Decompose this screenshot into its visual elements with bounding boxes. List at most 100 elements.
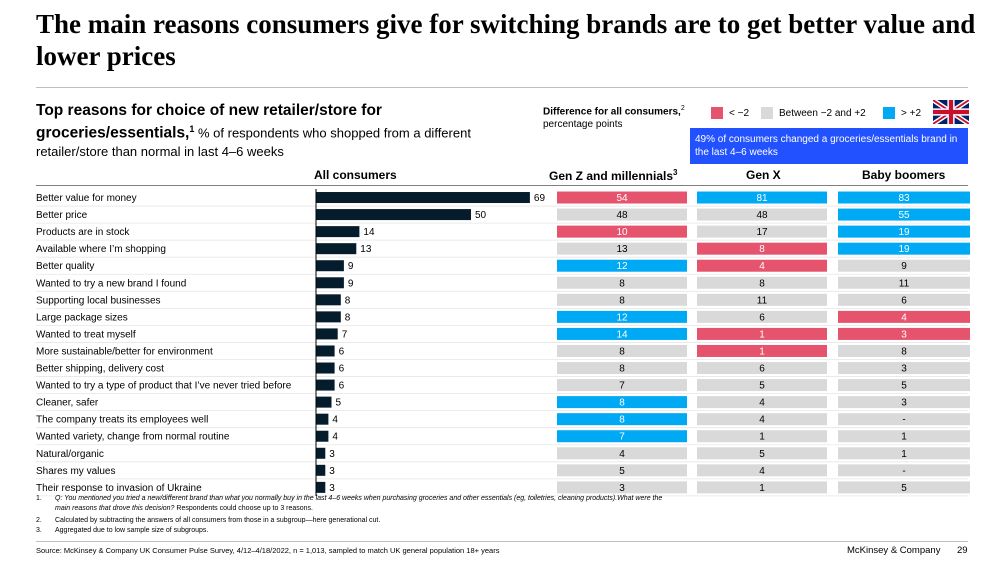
cell-genz (557, 396, 687, 409)
bar-value-label: 4 (332, 432, 338, 443)
category-label: Natural/organic (36, 449, 104, 460)
footnote-3: Aggregated due to low sample size of sub… (55, 527, 209, 534)
cell-value-genz: 8 (619, 364, 625, 375)
legend-swatch-positive (883, 107, 895, 119)
title-divider (36, 87, 968, 88)
cell-genz (557, 379, 687, 392)
bar-value-label: 14 (363, 227, 375, 238)
category-label: The company treats its employees well (36, 415, 208, 426)
cell-value-genx: 4 (759, 466, 765, 477)
cell-value-boomers: 4 (901, 312, 907, 323)
cell-genx (697, 481, 827, 494)
cell-value-genx: 1 (759, 346, 765, 357)
column-header-genz: Gen Z and millennials3 (549, 168, 677, 183)
cell-genx (697, 225, 827, 238)
subtitle-footnote-ref: 1 (189, 124, 195, 134)
category-label: More sustainable/better for environment (36, 346, 213, 357)
bar-value-label: 7 (342, 329, 348, 340)
cell-genz (557, 481, 687, 494)
category-label: Better shipping, delivery cost (36, 364, 164, 375)
column-header-genx: Gen X (746, 168, 781, 182)
column-header-genz-label: Gen Z and millennials (549, 169, 674, 183)
cell-value-genz: 7 (619, 432, 625, 443)
bar-all-consumers (316, 243, 357, 255)
footnote-1-number: 1. (36, 495, 42, 502)
difference-label-bold: Difference for all consumers, (543, 106, 681, 118)
cell-value-genx: 4 (759, 415, 765, 426)
category-label: Wanted to try a type of product that I’v… (36, 381, 292, 392)
cell-boomers (838, 396, 970, 409)
cell-value-genx: 11 (757, 295, 768, 306)
cell-genz (557, 344, 687, 357)
footnote-1: Q: You mentioned you tried a new/differe… (55, 494, 675, 514)
cell-boomers (838, 242, 970, 255)
bar-value-label: 6 (339, 381, 345, 392)
cell-value-genx: 17 (756, 227, 768, 238)
cell-boomers (838, 208, 970, 221)
subtitle-bold: Top reasons for choice of new retailer/s… (36, 102, 382, 142)
cell-genz (557, 327, 687, 340)
cell-value-genz: 8 (619, 346, 625, 357)
source-note: Source: McKinsey & Company UK Consumer P… (36, 546, 500, 555)
cell-value-boomers: 55 (898, 210, 910, 221)
cell-value-boomers: 19 (898, 227, 910, 238)
cell-genx (697, 191, 827, 204)
page-title: The main reasons consumers give for swit… (36, 9, 976, 71)
cell-value-genz: 8 (619, 295, 625, 306)
page-number: 29 (957, 545, 968, 556)
legend-label-positive: > +2 (901, 107, 922, 119)
bar-all-consumers (316, 413, 329, 425)
cell-genz (557, 430, 687, 443)
bar-all-consumers (316, 294, 341, 306)
legend-swatch-neutral (761, 107, 773, 119)
cell-value-genx: 81 (756, 193, 768, 204)
cell-genx (697, 362, 827, 375)
cell-genx (697, 379, 827, 392)
cell-boomers (838, 362, 970, 375)
cell-genz (557, 259, 687, 272)
footnote-2-number: 2. (36, 517, 42, 524)
cell-value-genx: 5 (759, 381, 765, 392)
cell-boomers (838, 225, 970, 238)
legend-item-positive: > +2 (883, 107, 921, 119)
cell-boomers (838, 464, 970, 477)
cell-genx (697, 430, 827, 443)
cell-genz (557, 447, 687, 460)
cell-genx (697, 259, 827, 272)
cell-genx (697, 310, 827, 323)
bar-value-label: 9 (348, 278, 354, 289)
cell-value-boomers: 3 (901, 329, 907, 340)
cell-value-boomers: 5 (901, 381, 907, 392)
bar-value-label: 50 (475, 210, 487, 221)
cell-value-genx: 6 (759, 364, 765, 375)
cell-genx (697, 344, 827, 357)
category-label: Better price (36, 210, 88, 221)
cell-value-boomers: 8 (901, 346, 907, 357)
cell-boomers (838, 259, 970, 272)
cell-value-genx: 1 (759, 432, 765, 443)
cell-value-genz: 10 (616, 227, 628, 238)
cell-boomers (838, 413, 970, 426)
brand-name: McKinsey & Company (847, 545, 941, 556)
bar-all-consumers (316, 311, 341, 323)
cell-value-boomers: - (902, 415, 905, 426)
category-label: Large package sizes (36, 312, 128, 323)
bar-all-consumers (316, 226, 360, 238)
cell-value-boomers: 1 (901, 432, 907, 443)
cell-value-genz: 8 (619, 398, 625, 409)
cell-genx (697, 242, 827, 255)
category-label: Wanted variety, change from normal routi… (36, 432, 230, 443)
cell-genz (557, 362, 687, 375)
cell-genz (557, 208, 687, 221)
bar-all-consumers (316, 430, 329, 442)
cell-value-boomers: 1 (901, 449, 907, 460)
bar-all-consumers (316, 396, 332, 408)
cell-value-genz: 5 (619, 466, 625, 477)
cell-value-genx: 1 (759, 483, 765, 494)
cell-value-boomers: 9 (901, 261, 907, 272)
cell-genx (697, 464, 827, 477)
cell-value-boomers: - (902, 466, 905, 477)
subtitle-normal: % of respondents who shopped from a diff… (36, 125, 471, 160)
cell-genx (697, 327, 827, 340)
